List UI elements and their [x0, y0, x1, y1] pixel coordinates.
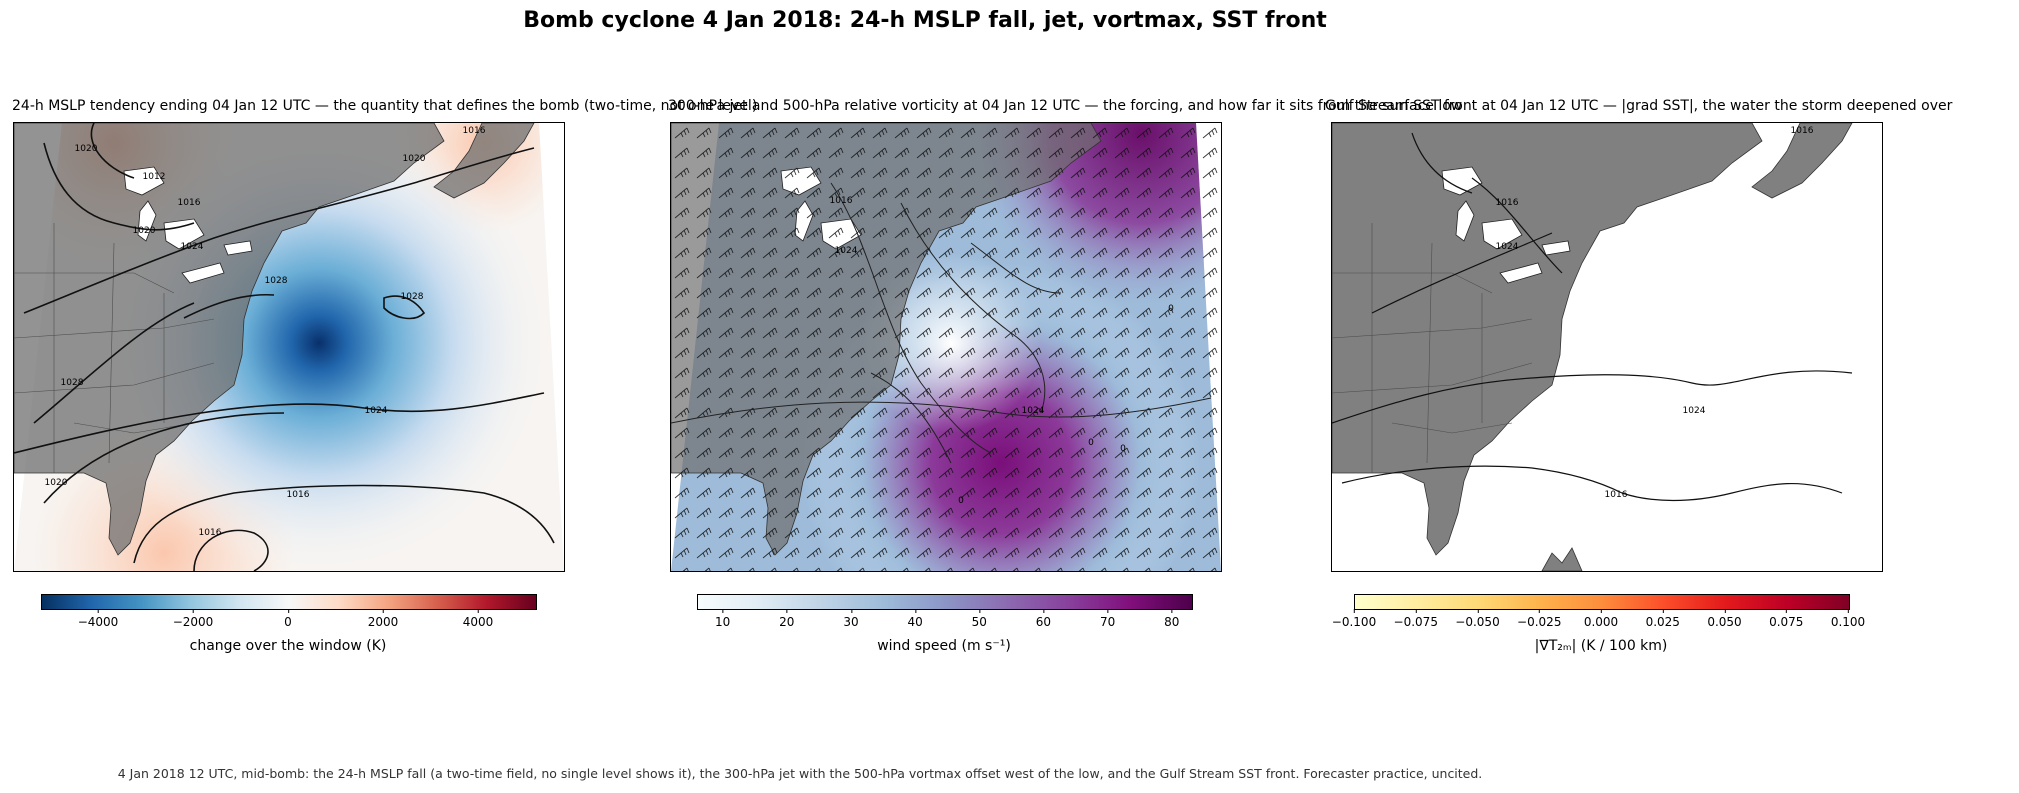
contour-label: 1024	[1683, 406, 1706, 416]
contour-label: 0	[958, 496, 964, 506]
colorbar-tick: 10	[715, 609, 730, 629]
contour-label: 1028	[401, 292, 424, 302]
jet-vorticity-map: 1016 1024 0 0 0 1024 0	[670, 122, 1222, 572]
land-mask	[1332, 123, 1853, 571]
colorbar-tick: 0.025	[1646, 609, 1680, 629]
colorbar-mslp-label: change over the window (K)	[189, 638, 387, 654]
colorbar-wind-label: wind speed (m s⁻¹)	[877, 638, 1011, 654]
colorbar-sst-label: |∇T₂ₘ| (K / 100 km)	[1534, 638, 1668, 654]
contour-label: 1016	[287, 490, 310, 500]
contour-label: 0	[1088, 438, 1094, 448]
contour-label: 1020	[133, 226, 156, 236]
contour-label: 1020	[403, 154, 426, 164]
colorbar-tick: −4000	[78, 609, 118, 629]
colorbar-tick: 0.050	[1707, 609, 1742, 629]
contour-label: 1016	[178, 198, 201, 208]
colorbar-tick: 70	[1100, 609, 1115, 629]
contour-label: 0	[1168, 304, 1174, 314]
figure-footnote: 4 Jan 2018 12 UTC, mid-bomb: the 24-h MS…	[117, 766, 1483, 781]
contour-label: 1024	[365, 406, 388, 416]
colorbar-tick: 20	[779, 609, 794, 629]
isobars	[14, 123, 555, 571]
colorbar-sst	[1354, 594, 1850, 610]
contour-label: 1020	[75, 144, 98, 154]
colorbar-tick: −0.025	[1517, 609, 1561, 629]
contour-label: 1016	[199, 528, 222, 538]
colorbar-tick: 2000	[368, 609, 398, 629]
state-borders	[14, 223, 215, 473]
colorbar-tick: 60	[1036, 609, 1051, 629]
contour-label: 0	[1120, 444, 1126, 454]
colorbar-wind	[697, 594, 1193, 610]
contour-label: 1028	[61, 378, 84, 388]
mslp-tendency-map: 1016 1020 1012 1016 1020 1024 1028 1028 …	[13, 122, 565, 572]
contour-label: 1016	[463, 126, 486, 136]
contour-label: 1016	[1605, 490, 1628, 500]
colorbar-tick: 30	[843, 609, 859, 629]
contour-label: 1024	[1022, 406, 1045, 416]
contour-label: 1028	[265, 276, 288, 286]
panel-3-title: Gulf Stream SST front at 04 Jan 12 UTC —…	[1325, 98, 1953, 114]
contour-label: 1020	[45, 478, 68, 488]
contour-label: 1016	[830, 196, 853, 206]
colorbar-tick: 4000	[463, 609, 493, 629]
colorbar-tick: −0.100	[1332, 609, 1376, 629]
contour-label: 1024	[181, 242, 204, 252]
colorbar-tick: 80	[1164, 609, 1179, 629]
panel-1-title: 24-h MSLP tendency ending 04 Jan 12 UTC …	[12, 98, 758, 114]
colorbar-tick: −0.050	[1455, 609, 1500, 629]
isobars	[1332, 132, 1853, 502]
great-lakes	[1441, 166, 1571, 284]
contour-label: 1024	[1496, 242, 1519, 252]
vorticity-contours	[671, 182, 1212, 464]
colorbar-tick: 40	[907, 609, 923, 629]
wind-barbs	[671, 123, 1221, 571]
colorbar-tick: 0	[284, 609, 292, 629]
colorbar-tick: 0.000	[1584, 609, 1618, 629]
colorbar-tick: 0.075	[1769, 609, 1803, 629]
colorbar-wind-ticks: 10 20 30 40 50 60 70 80	[697, 609, 1191, 631]
colorbar-tick: 0.100	[1831, 609, 1865, 629]
colorbar-tick: −2000	[173, 609, 213, 629]
state-borders	[1332, 223, 1533, 473]
colorbar-tick: 50	[972, 609, 987, 629]
colorbar-tick: −0.075	[1394, 609, 1438, 629]
great-lakes	[123, 166, 253, 284]
contour-label: 1016	[1791, 126, 1814, 136]
contour-label: 1016	[1496, 198, 1519, 208]
colorbar-mslp-ticks: −4000 −2000 0 2000 4000	[41, 609, 535, 631]
colorbar-sst-ticks: −0.100 −0.075 −0.050 −0.025 0.000 0.025 0.050 0…	[1332, 609, 1865, 631]
figure-title: Bomb cyclone 4 Jan 2018: 24-h MSLP fall,…	[523, 8, 1327, 33]
panel-2-title: 300-hPa jet and 500-hPa relative vortici…	[668, 98, 1463, 114]
contour-label: 1024	[835, 246, 858, 256]
colorbar-mslp	[41, 594, 537, 610]
contour-label: 1012	[143, 172, 166, 182]
sst-front-map: 1016 1016 1024 1024 1016	[1331, 122, 1883, 572]
